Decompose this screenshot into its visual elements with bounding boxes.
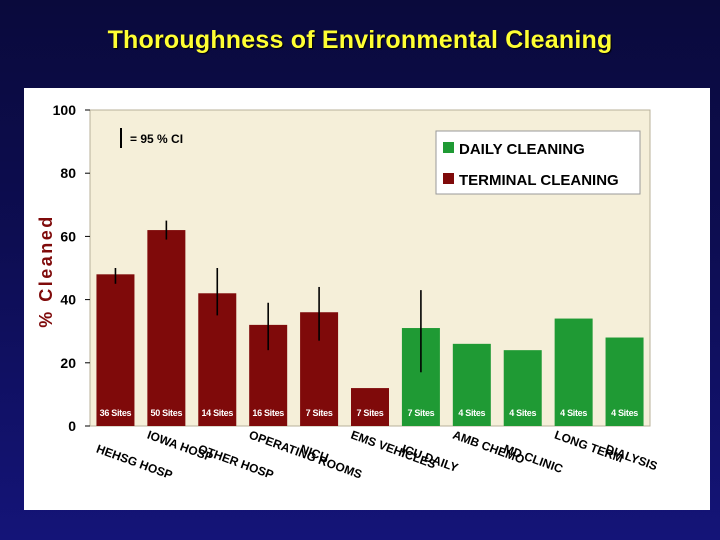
bar — [147, 230, 186, 426]
x-tick-label: HEHSG HOSP — [94, 442, 174, 483]
site-count-label: 14 Sites — [201, 408, 233, 418]
site-count-label: 4 Sites — [611, 408, 638, 418]
bar — [554, 318, 593, 426]
legend-swatch-terminal — [443, 173, 454, 184]
site-count-label: 36 Sites — [100, 408, 132, 418]
bar — [351, 388, 389, 426]
y-axis-label: % Cleaned — [36, 214, 56, 328]
y-tick-label: 40 — [60, 292, 76, 308]
ci-legend-text: = 95 % CI — [130, 132, 183, 146]
site-count-label: 4 Sites — [509, 408, 536, 418]
bar — [452, 343, 491, 426]
bar-chart: 0 20 40 60 80 100 % Cleaned 36 Sites 50 Sites 1… — [36, 102, 659, 483]
legend-label-terminal: TERMINAL CLEANING — [459, 172, 619, 189]
y-tick-label: 20 — [60, 355, 76, 371]
site-count-label: 4 Sites — [560, 408, 587, 418]
bar — [503, 350, 542, 426]
legend: DAILY CLEANING TERMINAL CLEANING — [435, 130, 641, 195]
site-count-label: 7 Sites — [357, 408, 384, 418]
site-count-label: 16 Sites — [252, 408, 284, 418]
legend-swatch-daily — [443, 142, 454, 153]
bar — [96, 274, 135, 426]
site-count-label: 7 Sites — [407, 408, 434, 418]
bar — [605, 337, 644, 426]
bars: 36 Sites 50 Sites 14 Sites 16 Sites 7 Sites 7… — [96, 220, 644, 426]
y-tick-label: 0 — [68, 418, 76, 434]
site-count-label: 7 Sites — [306, 408, 333, 418]
y-tick-label: 60 — [60, 228, 76, 244]
legend-label-daily: DAILY CLEANING — [459, 141, 585, 158]
site-count-label: 50 Sites — [151, 408, 183, 418]
site-count-label: 4 Sites — [458, 408, 485, 418]
x-tick-label: DIALYSIS — [604, 442, 660, 474]
y-axis: 0 20 40 60 80 100 — [53, 102, 90, 434]
legend-box — [435, 130, 641, 195]
chart-panel: 0 20 40 60 80 100 % Cleaned 36 Sites 50 Sites 1… — [24, 88, 710, 510]
slide-title: Thoroughness of Environmental Cleaning — [107, 26, 613, 54]
y-tick-label: 80 — [60, 165, 76, 181]
y-tick-label: 100 — [53, 102, 77, 118]
ci-legend-note: = 95 % CI — [120, 128, 183, 148]
